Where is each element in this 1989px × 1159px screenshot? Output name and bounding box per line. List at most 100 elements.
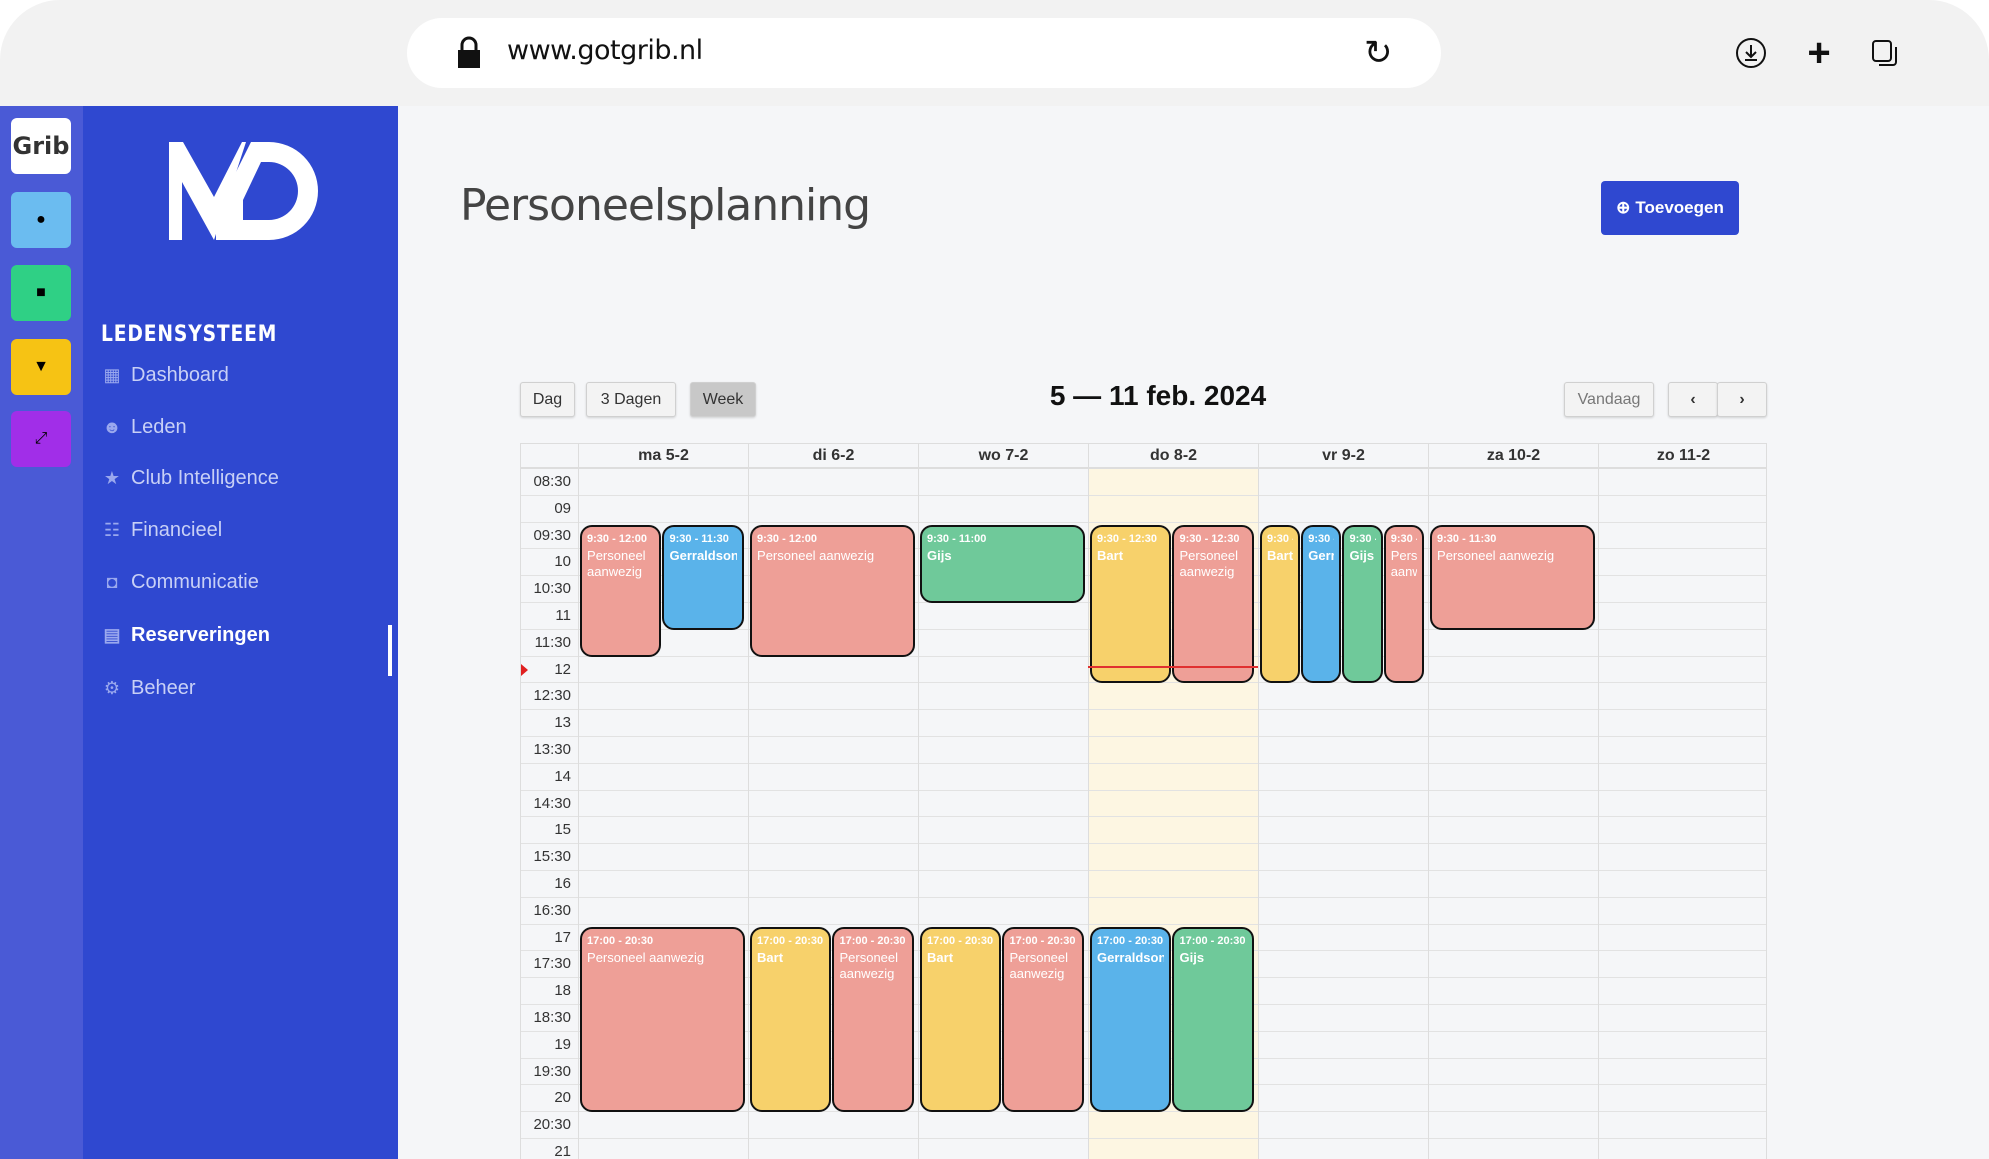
tabs-icon[interactable] (1868, 36, 1902, 70)
grib-tile[interactable]: Grib (11, 118, 71, 174)
time-label: 11 (555, 607, 571, 624)
time-slot-row[interactable] (521, 764, 1766, 791)
sidebar-item-reserveringen[interactable]: ▤ Reserveringen (101, 618, 269, 652)
view-3days-button[interactable]: 3 Dagen (586, 382, 676, 417)
time-slot-row[interactable] (521, 871, 1766, 898)
chat-icon: ◘ (106, 571, 118, 592)
time-slot-row[interactable] (521, 496, 1766, 523)
time-slot-row[interactable] (521, 737, 1766, 764)
event-time: 17:00 - 20:30 (839, 934, 906, 947)
current-time-marker (521, 663, 528, 676)
calendar-event[interactable]: 9:30 - 12:30 Bart (1090, 524, 1172, 684)
time-label: 09:30 (533, 526, 571, 544)
calendar-event[interactable]: 9:30 - 12:00 Personeel aanwezig (750, 524, 915, 657)
event-time: 9:30 - 11:30 (1437, 532, 1497, 545)
sidebar-item-financieel[interactable]: ☷ Financieel (101, 513, 222, 547)
calendar-event[interactable]: 17:00 - 20:30 Gerraldson (1090, 926, 1172, 1113)
view-day-button[interactable]: Dag (520, 382, 575, 417)
url-text[interactable]: www.gotgrib.nl (507, 35, 703, 66)
event-time: 9:30 - 12:30 (1097, 532, 1157, 545)
event-title: Bart (1097, 547, 1124, 563)
day-header: do 8-2 (1088, 444, 1258, 468)
time-label: 09 (554, 499, 571, 517)
week-calendar: 08:30 09 09:30 10 10:30 11 11:30 12 12:30 13 13:30… (520, 443, 1767, 1159)
sidebar-item-label: Financieel (131, 518, 223, 541)
reload-icon[interactable]: ↻ (1364, 34, 1393, 72)
trophy-tile[interactable]: ▼ (11, 339, 71, 395)
day-header-row: ma 5-2 di 6-2 wo 7-2 do 8-2 vr 9-2 za 10-2 zo … (521, 443, 1766, 469)
members-icon: ● (36, 211, 46, 228)
time-label: 12:30 (533, 687, 571, 705)
event-time: 17:00 - 20:30 (587, 934, 654, 947)
address-bar[interactable] (407, 18, 1441, 88)
calendar-tile[interactable]: ■ (11, 265, 71, 321)
day-header: za 10-2 (1428, 444, 1598, 468)
time-slot-row[interactable] (521, 1112, 1766, 1139)
time-label: 19 (554, 1035, 571, 1053)
calendar-event[interactable]: 17:00 - 20:30 Personeel aanwezig (832, 926, 914, 1113)
sidebar-item-dashboard[interactable]: ▦ Dashboard (101, 358, 228, 392)
time-slot-row[interactable] (521, 683, 1766, 711)
calendar-event[interactable]: 9:30 - 11:30 Gerraldson (662, 524, 744, 630)
date-range-title: 5 — 11 feb. 2024 (1049, 380, 1267, 411)
new-tab-icon[interactable]: + (1807, 30, 1831, 75)
time-slot-row[interactable] (521, 817, 1766, 845)
brand-label: LEDENSYSTEEM (101, 322, 278, 347)
next-button[interactable]: › (1717, 382, 1767, 417)
time-slot-row[interactable] (521, 469, 1766, 496)
view-week-button[interactable]: Week (690, 382, 756, 417)
calendar-event[interactable]: 9:30 - 12:30 Personeel aanwezig (1172, 524, 1254, 684)
calendar-event[interactable]: 17:00 - 20:30 Personeel aanwezig (580, 926, 745, 1113)
calendar-event[interactable]: 17:00 - 20:30 Bart (750, 926, 832, 1113)
calendar-event[interactable]: 9:30 - 12:30 Personeel aanwezig (1383, 524, 1424, 684)
current-time-line (1088, 665, 1258, 668)
time-label: 16 (554, 875, 571, 892)
prev-button[interactable]: ‹ (1668, 382, 1718, 417)
calendar-event[interactable]: 9:30 - 12:30 Gerraldson (1301, 524, 1342, 684)
time-label: 17 (554, 928, 571, 946)
calendar-event[interactable]: 9:30 - 12:30 Bart (1260, 524, 1301, 684)
invoice-icon: ☷ (103, 519, 121, 540)
users-icon: ☻ (102, 416, 122, 437)
today-button[interactable]: Vandaag (1564, 382, 1654, 417)
page-title: Personeelsplanning (460, 180, 871, 231)
calendar-event[interactable]: 17:00 - 20:30 Personeel aanwezig (1002, 926, 1084, 1113)
stars-icon: ★ (103, 467, 121, 488)
calendar-event[interactable]: 9:30 - 11:30 Personeel aanwezig (1430, 524, 1595, 630)
time-slot-row[interactable] (521, 844, 1766, 871)
time-slot-row[interactable] (521, 898, 1766, 925)
add-button[interactable]: ⊕ Toevoegen (1601, 181, 1739, 235)
active-indicator (388, 625, 392, 676)
event-title: Gijs (927, 547, 952, 563)
members-tile[interactable]: ● (11, 192, 71, 248)
event-title: Bart (757, 949, 784, 965)
sidebar-item-beheer[interactable]: ⚙ Beheer (101, 671, 196, 705)
sidebar-item-communicatie[interactable]: ◘ Communicatie (101, 565, 259, 599)
sidebar-item-club-intelligence[interactable]: ★ Club Intelligence (101, 461, 279, 495)
calendar-event[interactable]: 9:30 - 12:30 Gijs (1342, 524, 1383, 684)
event-time: 17:00 - 20:30 (1009, 934, 1076, 947)
time-slot-row[interactable] (521, 710, 1766, 737)
event-title: Personeel aanwezig (1437, 547, 1555, 563)
calendar-event[interactable]: 17:00 - 20:30 Bart (920, 926, 1002, 1113)
event-time: 17:00 - 20:30 (1179, 934, 1246, 947)
event-time: 9:30 - 12:30 (1179, 532, 1240, 545)
dumbbell-tile[interactable]: ⤢ (11, 411, 71, 467)
time-label: 18 (554, 982, 571, 1000)
download-icon[interactable] (1734, 36, 1768, 70)
event-time: 9:30 - 12:00 (587, 532, 647, 545)
time-slot-row[interactable] (521, 1139, 1766, 1159)
sidebar: LEDENSYSTEEM ▦ Dashboard ☻ Leden ★ Club Intel… (83, 106, 398, 1159)
event-title: Bart (927, 949, 954, 965)
app-rail: Grib ● ■ ▼ ⤢ (0, 106, 83, 1159)
calendar-event[interactable]: 9:30 - 11:00 Gijs (920, 524, 1085, 603)
calendar-event[interactable]: 9:30 - 12:00 Personeel aanwezig (580, 524, 662, 657)
calendar-icon: ▤ (103, 624, 121, 645)
time-slot-row[interactable] (521, 791, 1766, 818)
day-divider (578, 469, 579, 1159)
sidebar-item-leden[interactable]: ☻ Leden (101, 410, 187, 444)
calendar-event[interactable]: 17:00 - 20:30 Gijs (1172, 926, 1254, 1113)
event-title: Personeel aanwezig (1009, 949, 1069, 981)
event-time: 9:30 - 12:00 (757, 532, 817, 545)
